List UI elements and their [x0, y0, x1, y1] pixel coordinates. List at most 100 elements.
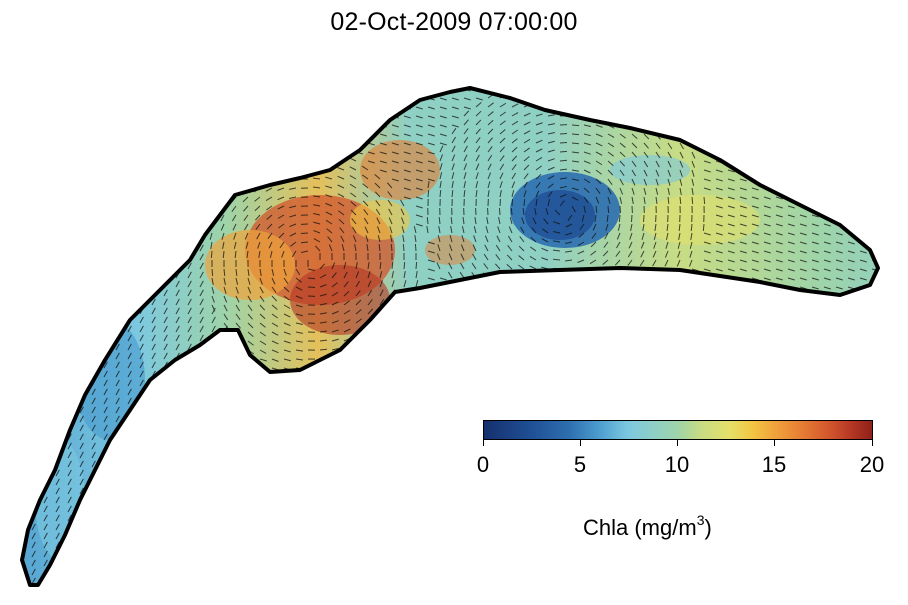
velocity-arrow [451, 163, 455, 171]
velocity-arrow [55, 541, 60, 549]
velocity-arrow [559, 574, 567, 578]
velocity-arrow [296, 80, 303, 82]
velocity-arrow [340, 235, 345, 243]
velocity-arrow [463, 430, 471, 434]
velocity-arrow [499, 163, 505, 171]
velocity-arrow [367, 115, 375, 119]
velocity-arrow [663, 286, 669, 293]
velocity-arrow [859, 142, 867, 146]
velocity-arrow [884, 152, 891, 154]
velocity-arrow [703, 169, 711, 173]
velocity-arrow [127, 415, 132, 423]
velocity-arrow [727, 520, 735, 524]
velocity-arrow [884, 206, 891, 208]
velocity-arrow [787, 88, 795, 92]
velocity-arrow [763, 232, 771, 236]
velocity-arrow [619, 583, 627, 585]
velocity-arrow [583, 367, 591, 371]
velocity-arrow [499, 137, 506, 144]
velocity-arrow [55, 307, 60, 315]
velocity-arrow [823, 178, 831, 182]
velocity-arrow [535, 157, 543, 162]
velocity-arrow [127, 541, 132, 549]
velocity-arrow [595, 358, 603, 362]
velocity-arrow [271, 349, 279, 354]
velocity-arrow [379, 169, 387, 173]
velocity-arrow [595, 97, 603, 101]
velocity-arrow [79, 415, 84, 423]
velocity-arrow [187, 226, 192, 234]
velocity-arrow [463, 358, 471, 362]
velocity-arrow [283, 421, 291, 425]
velocity-arrow [223, 277, 226, 285]
velocity-arrow [283, 313, 291, 318]
velocity-arrow [199, 307, 204, 315]
velocity-arrow [55, 514, 60, 522]
velocity-arrow [55, 136, 60, 144]
velocity-arrow [499, 502, 507, 506]
velocity-arrow [872, 80, 879, 82]
velocity-arrow [835, 412, 843, 416]
velocity-arrow [367, 124, 375, 128]
velocity-arrow [79, 334, 84, 342]
velocity-arrow [787, 268, 795, 272]
velocity-arrow [799, 583, 807, 585]
velocity-arrow [763, 349, 771, 353]
velocity-arrow [451, 547, 459, 551]
velocity-arrow [463, 163, 468, 171]
velocity-arrow [247, 313, 253, 320]
velocity-arrow [643, 358, 651, 362]
velocity-arrow [307, 142, 315, 146]
velocity-arrow [151, 568, 156, 576]
velocity-arrow [451, 124, 459, 128]
velocity-arrow [651, 286, 657, 293]
velocity-arrow [640, 241, 645, 249]
velocity-arrow [312, 168, 321, 171]
velocity-arrow [476, 80, 483, 82]
velocity-arrow [715, 466, 723, 470]
velocity-arrow [463, 448, 471, 452]
velocity-arrow [139, 460, 144, 468]
velocity-arrow [763, 304, 771, 308]
velocity-arrow [823, 439, 831, 443]
velocity-arrow [823, 556, 831, 560]
velocity-arrow [271, 538, 279, 542]
velocity-arrow [235, 556, 243, 560]
velocity-arrow [679, 196, 682, 205]
velocity-arrow [583, 493, 591, 497]
velocity-arrow [259, 565, 267, 569]
velocity-arrow [115, 496, 120, 504]
velocity-arrow [751, 511, 759, 515]
velocity-arrow [415, 457, 423, 461]
velocity-arrow [223, 379, 228, 387]
velocity-arrow [223, 88, 228, 90]
velocity-arrow [643, 88, 651, 92]
velocity-arrow [847, 403, 855, 407]
velocity-arrow [163, 451, 168, 459]
velocity-arrow [367, 327, 374, 333]
velocity-arrow [835, 304, 843, 308]
velocity-arrow [688, 259, 693, 267]
velocity-arrow [115, 523, 120, 531]
velocity-arrow [775, 133, 783, 137]
velocity-arrow [787, 250, 795, 254]
velocity-arrow [22, 226, 24, 234]
velocity-arrow [536, 78, 543, 80]
velocity-arrow [151, 316, 156, 324]
velocity-arrow [787, 484, 795, 488]
velocity-arrow [103, 397, 108, 405]
velocity-arrow [595, 124, 603, 128]
velocity-arrow [487, 565, 495, 569]
velocity-arrow [139, 316, 144, 324]
velocity-arrow [571, 439, 579, 443]
velocity-arrow [211, 88, 216, 90]
velocity-arrow [211, 295, 215, 303]
velocity-arrow [79, 577, 84, 585]
velocity-arrow [667, 115, 674, 122]
velocity-arrow [517, 264, 525, 270]
velocity-arrow [22, 334, 24, 342]
velocity-arrow [775, 448, 783, 452]
velocity-arrow [331, 421, 339, 425]
velocity-arrow [487, 146, 493, 153]
velocity-arrow [247, 133, 255, 137]
